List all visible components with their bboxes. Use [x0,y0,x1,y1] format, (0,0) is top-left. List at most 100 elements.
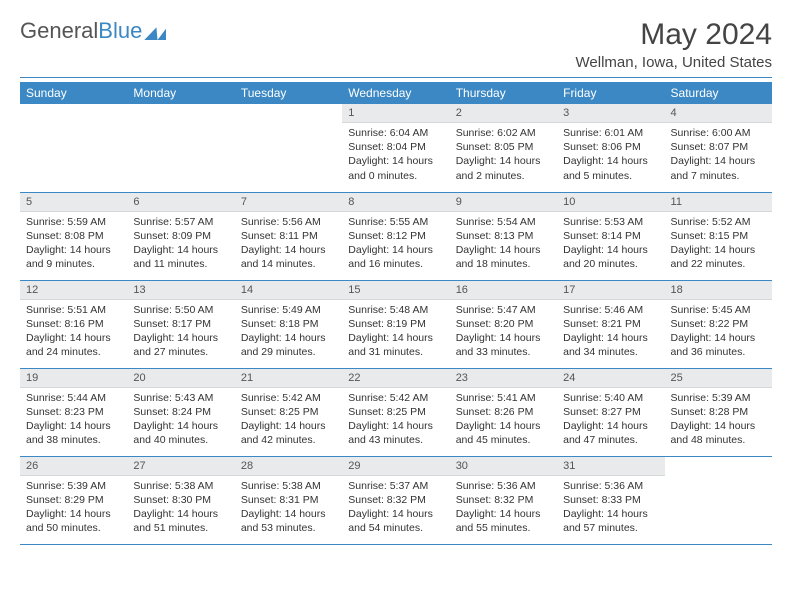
weekday-header: Monday [127,82,234,104]
location: Wellman, Iowa, United States [576,54,772,71]
calendar-day-cell: 9Sunrise: 5:54 AMSunset: 8:13 PMDaylight… [450,192,557,280]
calendar-day-cell [127,104,234,192]
day-number: 14 [235,281,342,300]
day-number: 7 [235,193,342,212]
calendar-day-cell: 14Sunrise: 5:49 AMSunset: 8:18 PMDayligh… [235,280,342,368]
day-details: Sunrise: 5:38 AMSunset: 8:31 PMDaylight:… [235,476,342,541]
day-details: Sunrise: 5:45 AMSunset: 8:22 PMDaylight:… [665,300,772,365]
calendar-day-cell: 12Sunrise: 5:51 AMSunset: 8:16 PMDayligh… [20,280,127,368]
calendar-day-cell [20,104,127,192]
day-number: 6 [127,193,234,212]
calendar-day-cell: 1Sunrise: 6:04 AMSunset: 8:04 PMDaylight… [342,104,449,192]
day-number: 10 [557,193,664,212]
day-number: 27 [127,457,234,476]
divider [20,77,772,78]
day-number: 31 [557,457,664,476]
day-details: Sunrise: 5:42 AMSunset: 8:25 PMDaylight:… [235,388,342,453]
day-number: 9 [450,193,557,212]
calendar-week-row: 12Sunrise: 5:51 AMSunset: 8:16 PMDayligh… [20,280,772,368]
day-number: 23 [450,369,557,388]
day-number: 24 [557,369,664,388]
day-details: Sunrise: 5:41 AMSunset: 8:26 PMDaylight:… [450,388,557,453]
calendar-week-row: 1Sunrise: 6:04 AMSunset: 8:04 PMDaylight… [20,104,772,192]
day-details: Sunrise: 5:52 AMSunset: 8:15 PMDaylight:… [665,212,772,277]
calendar-day-cell: 15Sunrise: 5:48 AMSunset: 8:19 PMDayligh… [342,280,449,368]
day-details: Sunrise: 5:59 AMSunset: 8:08 PMDaylight:… [20,212,127,277]
calendar-week-row: 5Sunrise: 5:59 AMSunset: 8:08 PMDaylight… [20,192,772,280]
day-number: 21 [235,369,342,388]
calendar-day-cell: 16Sunrise: 5:47 AMSunset: 8:20 PMDayligh… [450,280,557,368]
calendar-day-cell: 28Sunrise: 5:38 AMSunset: 8:31 PMDayligh… [235,456,342,544]
day-details: Sunrise: 5:39 AMSunset: 8:28 PMDaylight:… [665,388,772,453]
calendar-day-cell: 4Sunrise: 6:00 AMSunset: 8:07 PMDaylight… [665,104,772,192]
calendar-day-cell: 8Sunrise: 5:55 AMSunset: 8:12 PMDaylight… [342,192,449,280]
calendar-week-row: 26Sunrise: 5:39 AMSunset: 8:29 PMDayligh… [20,456,772,544]
logo-text-2: Blue [98,18,142,44]
calendar-week-row: 19Sunrise: 5:44 AMSunset: 8:23 PMDayligh… [20,368,772,456]
calendar-day-cell: 11Sunrise: 5:52 AMSunset: 8:15 PMDayligh… [665,192,772,280]
calendar-day-cell: 7Sunrise: 5:56 AMSunset: 8:11 PMDaylight… [235,192,342,280]
calendar-day-cell: 10Sunrise: 5:53 AMSunset: 8:14 PMDayligh… [557,192,664,280]
calendar-day-cell: 21Sunrise: 5:42 AMSunset: 8:25 PMDayligh… [235,368,342,456]
day-number: 5 [20,193,127,212]
month-title: May 2024 [576,18,772,52]
calendar-day-cell: 6Sunrise: 5:57 AMSunset: 8:09 PMDaylight… [127,192,234,280]
day-number: 8 [342,193,449,212]
day-details: Sunrise: 5:55 AMSunset: 8:12 PMDaylight:… [342,212,449,277]
day-details: Sunrise: 5:53 AMSunset: 8:14 PMDaylight:… [557,212,664,277]
day-details: Sunrise: 5:47 AMSunset: 8:20 PMDaylight:… [450,300,557,365]
calendar-day-cell [665,456,772,544]
calendar-day-cell: 29Sunrise: 5:37 AMSunset: 8:32 PMDayligh… [342,456,449,544]
day-number: 20 [127,369,234,388]
day-details: Sunrise: 6:01 AMSunset: 8:06 PMDaylight:… [557,123,664,188]
weekday-header: Thursday [450,82,557,104]
day-number: 29 [342,457,449,476]
day-details: Sunrise: 6:00 AMSunset: 8:07 PMDaylight:… [665,123,772,188]
calendar-day-cell: 5Sunrise: 5:59 AMSunset: 8:08 PMDaylight… [20,192,127,280]
day-number: 11 [665,193,772,212]
calendar-day-cell: 17Sunrise: 5:46 AMSunset: 8:21 PMDayligh… [557,280,664,368]
calendar-day-cell: 23Sunrise: 5:41 AMSunset: 8:26 PMDayligh… [450,368,557,456]
calendar-day-cell: 18Sunrise: 5:45 AMSunset: 8:22 PMDayligh… [665,280,772,368]
day-details: Sunrise: 6:02 AMSunset: 8:05 PMDaylight:… [450,123,557,188]
day-details: Sunrise: 5:56 AMSunset: 8:11 PMDaylight:… [235,212,342,277]
calendar-day-cell: 30Sunrise: 5:36 AMSunset: 8:32 PMDayligh… [450,456,557,544]
day-details: Sunrise: 6:04 AMSunset: 8:04 PMDaylight:… [342,123,449,188]
day-details: Sunrise: 5:49 AMSunset: 8:18 PMDaylight:… [235,300,342,365]
day-number: 19 [20,369,127,388]
day-details: Sunrise: 5:54 AMSunset: 8:13 PMDaylight:… [450,212,557,277]
day-number: 4 [665,104,772,123]
day-details: Sunrise: 5:42 AMSunset: 8:25 PMDaylight:… [342,388,449,453]
day-details: Sunrise: 5:43 AMSunset: 8:24 PMDaylight:… [127,388,234,453]
calendar-day-cell: 26Sunrise: 5:39 AMSunset: 8:29 PMDayligh… [20,456,127,544]
day-details: Sunrise: 5:36 AMSunset: 8:32 PMDaylight:… [450,476,557,541]
calendar-day-cell: 2Sunrise: 6:02 AMSunset: 8:05 PMDaylight… [450,104,557,192]
day-details: Sunrise: 5:46 AMSunset: 8:21 PMDaylight:… [557,300,664,365]
calendar-table: SundayMondayTuesdayWednesdayThursdayFrid… [20,82,772,545]
day-number: 18 [665,281,772,300]
calendar-day-cell: 3Sunrise: 6:01 AMSunset: 8:06 PMDaylight… [557,104,664,192]
day-number: 26 [20,457,127,476]
day-details: Sunrise: 5:44 AMSunset: 8:23 PMDaylight:… [20,388,127,453]
logo-text-1: General [20,18,98,44]
calendar-day-cell [235,104,342,192]
calendar-day-cell: 13Sunrise: 5:50 AMSunset: 8:17 PMDayligh… [127,280,234,368]
day-number: 2 [450,104,557,123]
day-details: Sunrise: 5:39 AMSunset: 8:29 PMDaylight:… [20,476,127,541]
day-details: Sunrise: 5:57 AMSunset: 8:09 PMDaylight:… [127,212,234,277]
header: GeneralBlue May 2024 Wellman, Iowa, Unit… [20,18,772,71]
calendar-day-cell: 27Sunrise: 5:38 AMSunset: 8:30 PMDayligh… [127,456,234,544]
day-details: Sunrise: 5:50 AMSunset: 8:17 PMDaylight:… [127,300,234,365]
day-number: 13 [127,281,234,300]
day-number: 1 [342,104,449,123]
weekday-header: Friday [557,82,664,104]
weekday-header: Saturday [665,82,772,104]
weekday-header: Wednesday [342,82,449,104]
calendar-day-cell: 20Sunrise: 5:43 AMSunset: 8:24 PMDayligh… [127,368,234,456]
day-number: 30 [450,457,557,476]
title-block: May 2024 Wellman, Iowa, United States [576,18,772,71]
calendar-day-cell: 31Sunrise: 5:36 AMSunset: 8:33 PMDayligh… [557,456,664,544]
day-number: 22 [342,369,449,388]
day-number: 17 [557,281,664,300]
day-details: Sunrise: 5:51 AMSunset: 8:16 PMDaylight:… [20,300,127,365]
